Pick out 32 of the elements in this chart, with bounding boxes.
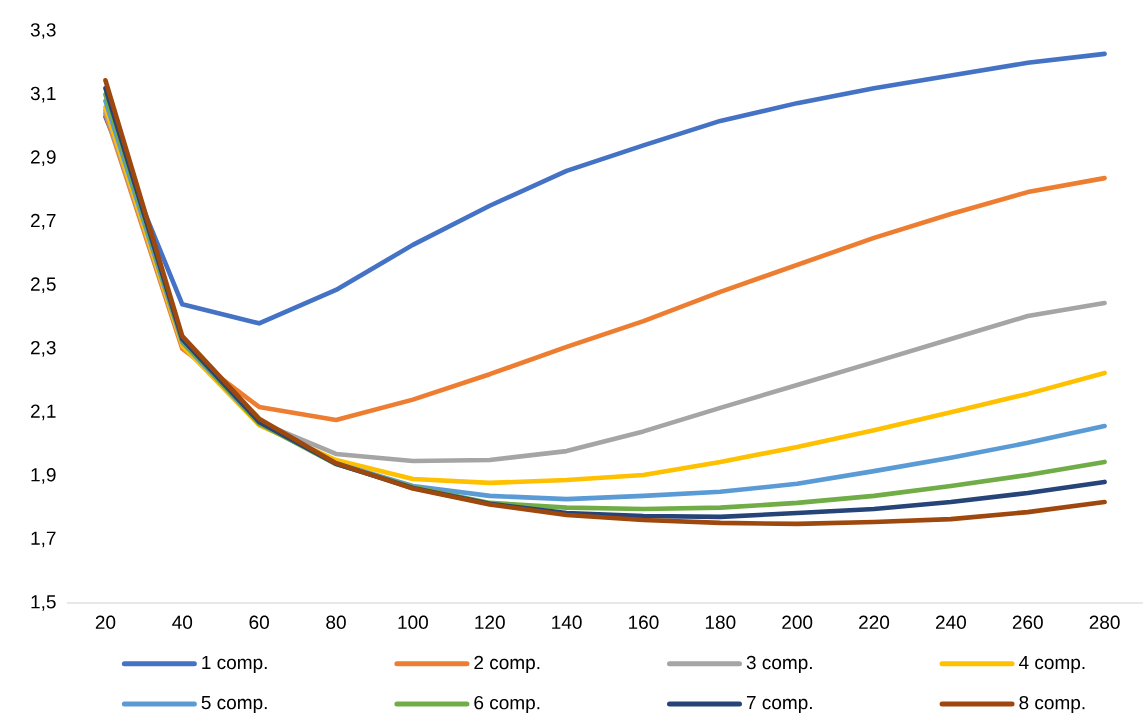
y-tick-label: 2,1 [31,404,56,421]
y-tick-label: 2,5 [31,277,56,294]
legend-label: 3 comp. [746,655,812,674]
x-tick-label: 80 [326,615,346,629]
legend-label: 4 comp. [1019,655,1085,673]
y-tick-label: 2,3 [31,340,56,357]
legend-label: 2 comp. [474,655,540,674]
legend-label: 5 comp. [201,696,267,714]
x-tick-label: 20 [95,615,116,629]
x-tick-label: 280 [1089,615,1120,629]
y-tick-label: 1,9 [31,468,56,484]
y-tick-label: 2,9 [31,150,56,166]
x-tick-label: 160 [629,615,659,629]
y-tick-label: 3,3 [30,23,56,39]
x-tick-label: 240 [935,615,966,629]
x-tick-label: 100 [398,615,428,629]
x-tick-label: 60 [249,615,269,629]
legend-label: 6 comp. [474,695,540,714]
x-tick-label: 140 [552,615,582,629]
legend-label: 1 comp. [202,655,267,673]
x-tick-label: 200 [782,615,813,629]
y-tick-label: 2,7 [31,213,56,230]
y-tick-label: 3,1 [30,86,56,103]
x-tick-label: 260 [1012,615,1043,629]
legend-label: 7 comp. [746,696,812,714]
x-tick-label: 40 [172,615,193,629]
y-tick-label: 1,7 [31,531,56,548]
legend-label: 8 comp. [1019,695,1085,714]
x-tick-label: 180 [705,615,736,629]
y-tick-label: 1,5 [31,595,56,611]
x-tick-label: 120 [475,615,505,629]
x-tick-label: 220 [859,615,890,629]
